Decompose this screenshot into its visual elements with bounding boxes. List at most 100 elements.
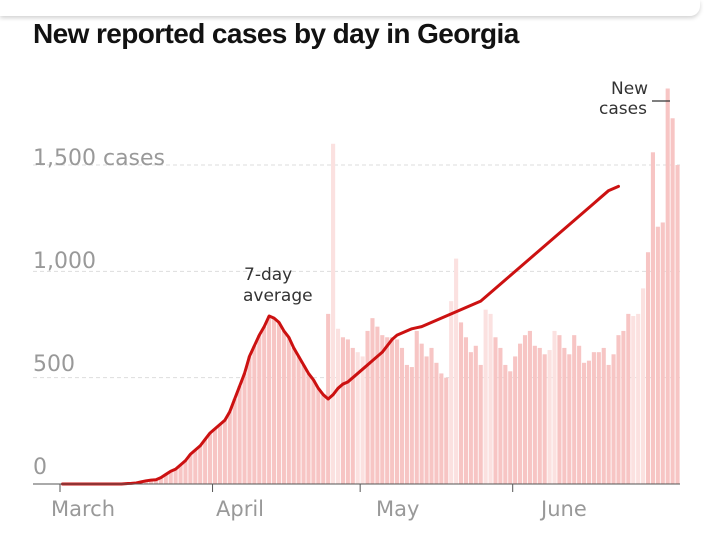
bar [636, 313, 641, 484]
bar [537, 347, 542, 484]
annotation-7day-line2: average [243, 286, 313, 306]
bar [473, 345, 478, 484]
bar [222, 420, 227, 484]
bar [547, 350, 552, 484]
bar [626, 313, 631, 484]
bar [252, 345, 257, 484]
bar [518, 343, 523, 484]
bar [670, 118, 675, 485]
top-bar [0, 0, 700, 16]
bar [360, 356, 365, 484]
bar [178, 464, 183, 484]
bar [217, 424, 222, 484]
bar [522, 335, 528, 484]
bar [631, 316, 636, 484]
bar [335, 328, 341, 484]
bar [153, 479, 159, 484]
bar [286, 337, 291, 484]
bar [429, 347, 434, 484]
bar [439, 373, 444, 484]
bar [144, 480, 149, 484]
bar [675, 165, 680, 485]
bar [645, 252, 651, 484]
bar [311, 379, 316, 484]
line-layer [60, 184, 620, 486]
bar [395, 339, 400, 484]
bar [409, 367, 414, 484]
bar [390, 337, 395, 484]
label-layer: 0 500 1,000 1,500 cases March April May … [33, 79, 670, 521]
bar [208, 432, 213, 484]
bar [350, 347, 355, 484]
bar [355, 352, 360, 484]
bar [655, 226, 660, 484]
bar [232, 398, 237, 484]
bar [321, 394, 326, 484]
bar [572, 335, 577, 484]
bar [212, 428, 218, 484]
bar [463, 337, 469, 484]
bar [434, 362, 439, 484]
bar [247, 356, 252, 484]
bar [370, 318, 375, 484]
bar [581, 362, 587, 484]
bar [616, 335, 621, 484]
bar [567, 354, 572, 484]
bar [158, 477, 163, 484]
bar [188, 454, 193, 484]
bar [542, 354, 547, 484]
bar [478, 364, 483, 484]
bar [577, 345, 582, 484]
bar [227, 411, 232, 484]
y-tick-label: 1,500 cases [33, 146, 165, 171]
bar [385, 337, 390, 484]
bar [532, 345, 537, 484]
bar [380, 335, 385, 484]
bar [198, 445, 203, 484]
bar [399, 347, 405, 484]
bar [345, 339, 350, 484]
bar [591, 352, 596, 484]
bar [508, 371, 513, 484]
bar [203, 439, 208, 484]
axis-layer [33, 483, 680, 492]
bar [163, 474, 168, 484]
bar [257, 335, 262, 484]
bar [365, 330, 370, 484]
grid-layer [33, 164, 680, 379]
bar [552, 330, 557, 484]
bar [419, 343, 424, 484]
bar [316, 388, 321, 484]
bar [488, 313, 493, 484]
bar [331, 143, 336, 485]
y-tick-label: 0 [33, 455, 47, 480]
x-tick-label: March [51, 497, 115, 521]
bar [562, 347, 567, 484]
bar [281, 330, 286, 484]
x-tick-label: April [216, 497, 264, 521]
bar [242, 373, 247, 484]
x-tick-label: June [539, 497, 587, 521]
annotation-new-line1: New [611, 79, 648, 99]
bar [271, 318, 277, 484]
bar [183, 460, 188, 484]
bar [650, 152, 655, 485]
seven-day-average-line [60, 184, 620, 486]
bar [606, 364, 611, 484]
bar [513, 356, 518, 484]
y-tick-label: 1,000 [33, 249, 96, 274]
bar [621, 330, 626, 484]
bar [296, 356, 301, 484]
bar [468, 352, 473, 484]
bar [262, 326, 267, 484]
bar [586, 360, 592, 484]
bar [168, 471, 173, 484]
bar [444, 377, 449, 484]
bar [276, 322, 282, 484]
bar [267, 316, 272, 484]
bar [193, 449, 198, 484]
bar [291, 347, 296, 484]
bar [498, 347, 503, 484]
bar [665, 88, 670, 484]
